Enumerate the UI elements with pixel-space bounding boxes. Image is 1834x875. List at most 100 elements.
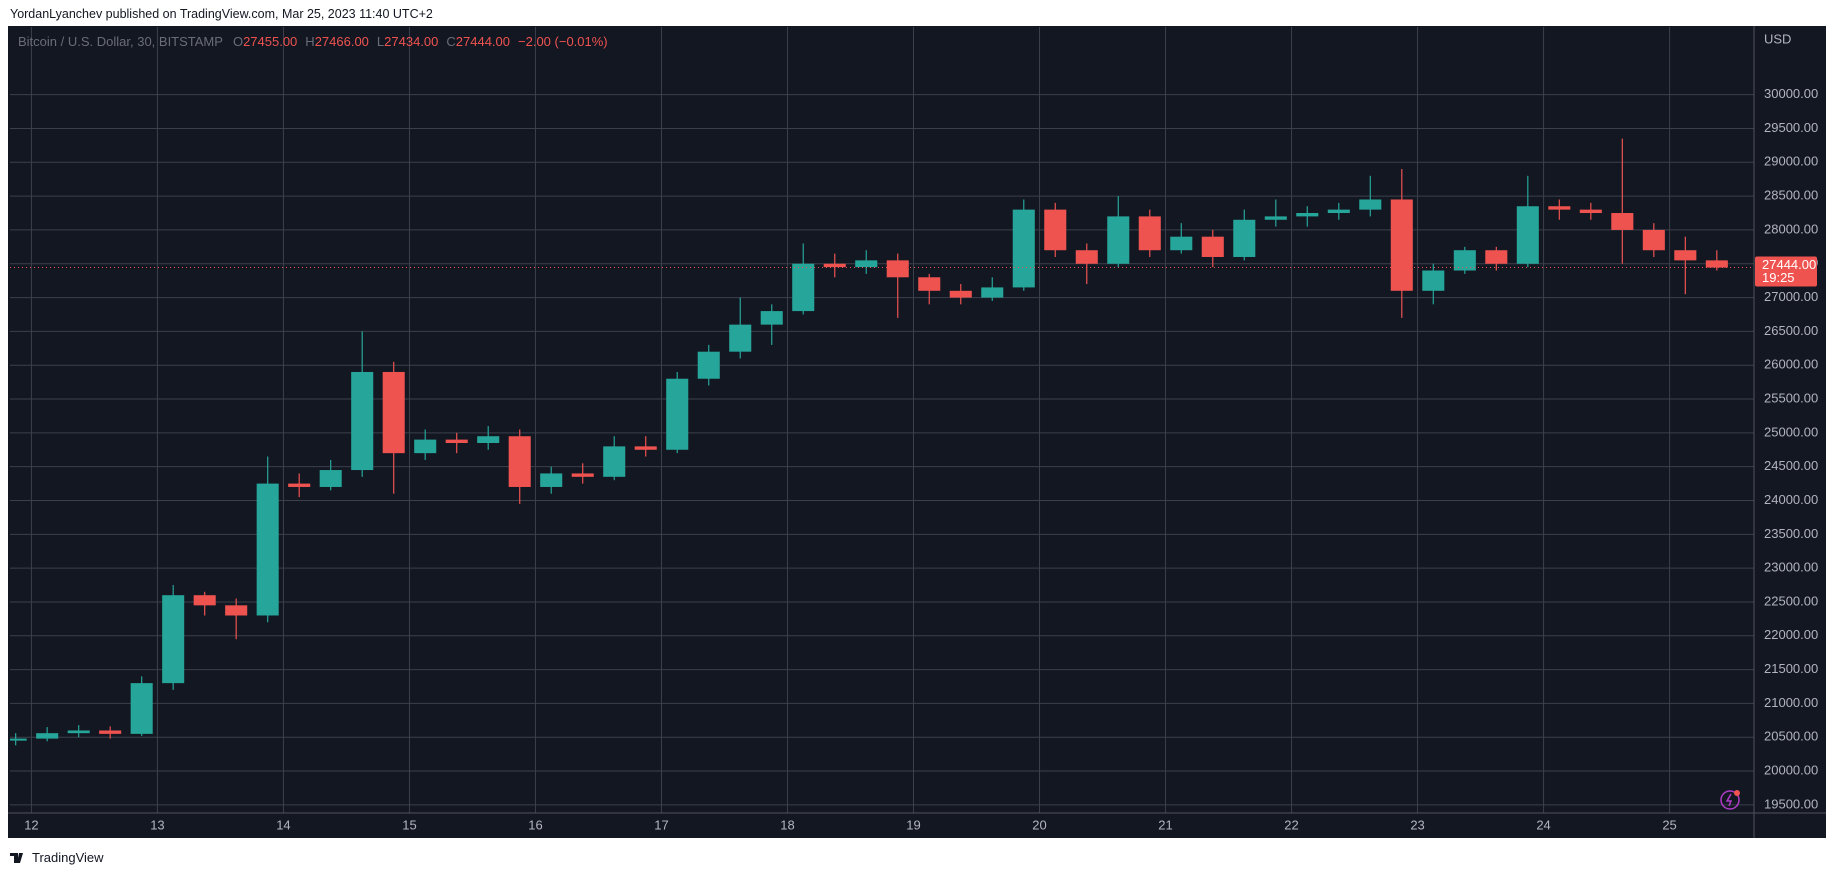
x-tick-label: 15 [402, 817, 416, 832]
candle-body [1138, 216, 1161, 251]
legend-key: C [446, 34, 456, 49]
candle-body [1044, 209, 1067, 251]
y-tick-label: 30000.00 [1764, 86, 1818, 101]
candle-body [603, 446, 626, 477]
candle-body [99, 730, 122, 734]
candle-body [760, 311, 783, 325]
y-tick-label: 22000.00 [1764, 627, 1818, 642]
legend-key: H [305, 34, 315, 49]
candle-body [729, 324, 752, 352]
candle-body [67, 730, 90, 734]
y-tick-label: 20500.00 [1764, 729, 1818, 744]
candle-body [1516, 206, 1539, 264]
y-tick-label: 23500.00 [1764, 526, 1818, 541]
candle-body [193, 595, 216, 606]
candle-body [792, 263, 815, 312]
y-tick-label: 24500.00 [1764, 458, 1818, 473]
candle-body [1327, 209, 1350, 214]
x-tick-label: 13 [150, 817, 164, 832]
candle-body [162, 595, 185, 684]
legend-key: L [376, 34, 385, 49]
chart-background [8, 26, 1826, 838]
candle-body [1075, 250, 1098, 264]
candle-body [1170, 236, 1193, 251]
x-tick-label: 19 [906, 817, 920, 832]
y-tick-label: 26000.00 [1764, 357, 1818, 372]
x-tick-label: 22 [1284, 817, 1298, 832]
y-tick-label: 21000.00 [1764, 695, 1818, 710]
candle-body [36, 733, 59, 739]
candle-body [918, 277, 941, 291]
x-tick-label: 14 [276, 817, 290, 832]
candle-body [949, 290, 972, 298]
x-tick-label: 12 [24, 817, 38, 832]
candle-body [1453, 250, 1476, 271]
candle-body [981, 287, 1004, 298]
brand: TradingView [32, 850, 104, 865]
candle-body [1201, 236, 1224, 257]
y-tick-label: 29000.00 [1764, 154, 1818, 169]
last-price-label: 27444.00 [1762, 257, 1816, 272]
candle-body [351, 371, 374, 471]
candle-body [1012, 209, 1035, 288]
candle-body [666, 378, 689, 450]
symbol: Bitcoin / U.S. Dollar, 30, BITSTAMP [18, 34, 223, 49]
candle-body [1579, 209, 1602, 214]
candle-body [1422, 270, 1445, 291]
candle-body [1642, 229, 1665, 251]
y-tick-label: 27000.00 [1764, 289, 1818, 304]
candle-body [225, 605, 248, 616]
legend-value: 27434.00 [384, 34, 439, 49]
legend-key: O [232, 34, 244, 49]
candle-body [855, 260, 878, 268]
legend: Bitcoin / U.S. Dollar, 30, BITSTAMP O2745… [18, 34, 616, 49]
candle-body [697, 351, 720, 379]
candle-body [130, 683, 153, 734]
candle-body [1611, 213, 1634, 230]
x-tick-label: 25 [1662, 817, 1676, 832]
publish-info: YordanLyanchev published on TradingView.… [10, 7, 433, 21]
x-tick-label: 23 [1410, 817, 1424, 832]
legend-value: 27466.00 [314, 34, 369, 49]
legend-value: 27455.00 [243, 34, 298, 49]
y-tick-label: 19500.00 [1764, 796, 1818, 811]
x-tick-label: 16 [528, 817, 542, 832]
candle-body [382, 371, 405, 454]
legend-value: 27444.00 [455, 34, 511, 49]
y-tick-label: 22500.00 [1764, 593, 1818, 608]
candle-body [571, 473, 594, 477]
candle-body [319, 470, 342, 487]
y-tick-label: 26500.00 [1764, 323, 1818, 338]
countdown: 19:25 [1762, 270, 1795, 285]
x-tick-label: 21 [1158, 817, 1172, 832]
currency-label: USD [1764, 31, 1791, 46]
candle-body [540, 473, 563, 487]
candle-body [508, 436, 531, 487]
candle-body [1390, 199, 1413, 291]
candle-body [1264, 216, 1287, 220]
candle-body [1359, 199, 1382, 210]
candle-body [823, 263, 846, 268]
alert-icon [1720, 790, 1740, 810]
y-tick-label: 21500.00 [1764, 661, 1818, 676]
candle-body [288, 483, 311, 487]
candle-body [445, 439, 468, 443]
y-tick-label: 28000.00 [1764, 221, 1818, 236]
y-tick-label: 25000.00 [1764, 424, 1818, 439]
candle-body [1296, 213, 1319, 217]
x-tick-label: 18 [780, 817, 794, 832]
candle-body [10, 738, 27, 741]
candle-body [1107, 216, 1130, 264]
y-tick-label: 20000.00 [1764, 762, 1818, 777]
candle-body [634, 446, 657, 450]
candle-body [1485, 250, 1508, 264]
y-tick-label: 29500.00 [1764, 120, 1818, 135]
candle-body [1548, 206, 1571, 210]
brand-logo [10, 853, 23, 863]
candle-body [1674, 250, 1697, 261]
y-tick-label: 28500.00 [1764, 188, 1818, 203]
candle-body [414, 439, 437, 454]
candle-body [256, 483, 279, 616]
